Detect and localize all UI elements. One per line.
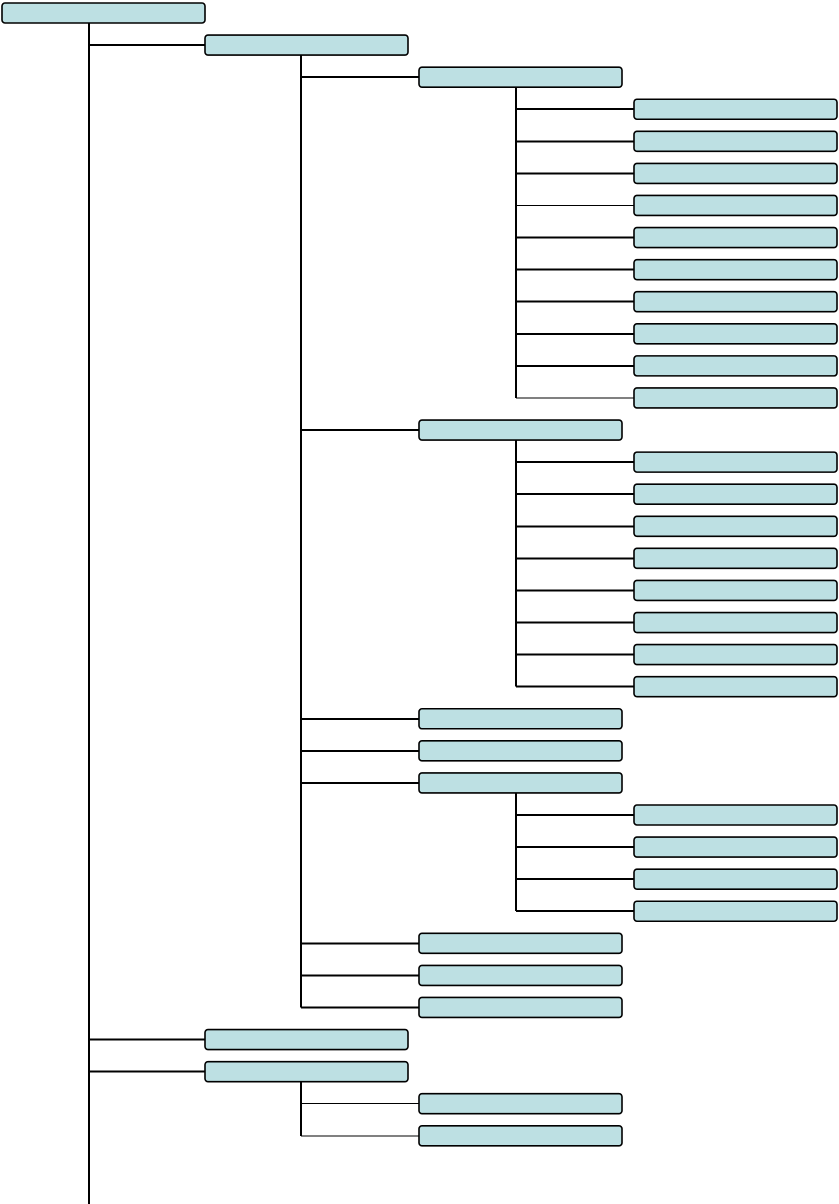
tree-node-level-3[interactable] (633, 451, 838, 473)
node-box (633, 322, 838, 345)
node-box (204, 1060, 409, 1083)
node-box (1, 2, 206, 24)
tree-node-level-3[interactable] (633, 579, 838, 602)
node-box (418, 707, 623, 730)
node-box (418, 66, 623, 88)
node-box (633, 804, 838, 826)
tree-node-level-2[interactable] (418, 964, 623, 987)
tree-node-level-2[interactable] (418, 1092, 623, 1115)
node-box (633, 258, 838, 281)
node-box (633, 355, 838, 377)
tree-node-level-2[interactable] (418, 707, 623, 730)
tree-node-level-3[interactable] (633, 515, 838, 538)
tree-node-level-3[interactable] (633, 162, 838, 185)
node-box (418, 996, 623, 1019)
tree-node-level-3[interactable] (633, 226, 838, 249)
node-box (418, 740, 623, 762)
node-box (633, 675, 838, 698)
node-box (633, 162, 838, 185)
node-box (633, 515, 838, 538)
tree-node-level-3[interactable] (633, 611, 838, 634)
node-box (418, 419, 623, 441)
node-box (633, 130, 838, 153)
tree-node-level-3[interactable] (633, 355, 838, 377)
tree-node-level-1[interactable] (204, 1028, 409, 1051)
tree-node-level-3[interactable] (633, 387, 838, 409)
tree-node-level-3[interactable] (633, 258, 838, 281)
node-box (633, 98, 838, 121)
tree-node-level-3[interactable] (633, 290, 838, 313)
node-box (418, 932, 623, 955)
node-box (633, 387, 838, 409)
node-box (633, 611, 838, 634)
node-box (633, 900, 838, 923)
tree-node-level-3[interactable] (633, 547, 838, 570)
tree-node-level-3[interactable] (633, 643, 838, 666)
node-box (418, 1125, 623, 1147)
node-box (204, 1028, 409, 1051)
node-box (418, 1092, 623, 1115)
tree-node-level-2[interactable] (418, 772, 623, 794)
tree-node-level-3[interactable] (633, 804, 838, 826)
node-box (418, 772, 623, 794)
tree-node-level-3[interactable] (633, 322, 838, 345)
node-box (633, 579, 838, 602)
node-box (633, 194, 838, 217)
tree-node-level-1[interactable] (204, 1060, 409, 1083)
tree-node-level-3[interactable] (633, 98, 838, 121)
tree-node-level-2[interactable] (418, 1125, 623, 1147)
node-box (633, 483, 838, 506)
tree-node-level-2[interactable] (418, 740, 623, 762)
tree-node-level-3[interactable] (633, 836, 838, 858)
tree-node-level-3[interactable] (633, 130, 838, 153)
tree-node-level-3[interactable] (633, 900, 838, 923)
node-box (633, 836, 838, 858)
node-box (633, 643, 838, 666)
node-box (633, 226, 838, 249)
node-box (633, 868, 838, 890)
tree-node-level-3[interactable] (633, 194, 838, 217)
tree-node-level-2[interactable] (418, 419, 623, 441)
node-box (418, 964, 623, 987)
node-box (633, 290, 838, 313)
node-box (204, 34, 409, 56)
tree-node-level-3[interactable] (633, 483, 838, 506)
connector-layer (88, 23, 634, 1204)
node-layer (1, 2, 838, 1147)
tree-node-level-1[interactable] (204, 34, 409, 56)
tree-node-level-2[interactable] (418, 932, 623, 955)
tree-node-level-2[interactable] (418, 996, 623, 1019)
tree-node-level-3[interactable] (633, 868, 838, 890)
tree-node-level-2[interactable] (418, 66, 623, 88)
node-box (633, 547, 838, 570)
tree-node-level-0[interactable] (1, 2, 206, 24)
node-box (633, 451, 838, 473)
tree-node-level-3[interactable] (633, 675, 838, 698)
